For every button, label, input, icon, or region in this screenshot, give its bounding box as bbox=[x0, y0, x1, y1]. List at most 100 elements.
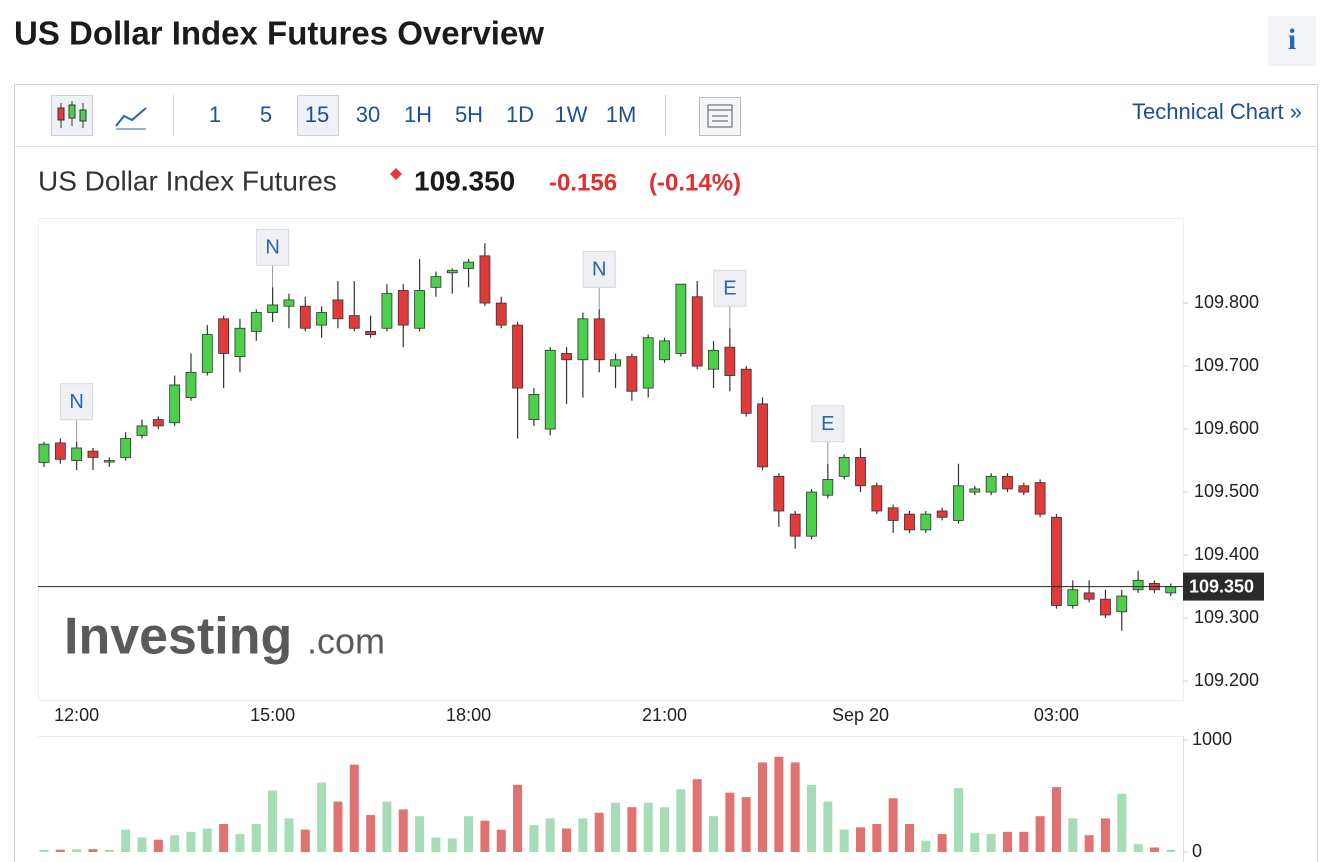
volume-bar bbox=[562, 828, 572, 852]
volume-bar bbox=[72, 849, 82, 852]
volume-bar bbox=[88, 849, 98, 852]
candle-body bbox=[495, 302, 507, 326]
line-icon[interactable] bbox=[115, 107, 147, 127]
candle-body bbox=[577, 318, 589, 361]
candle-body bbox=[626, 356, 638, 392]
volume-bar bbox=[953, 788, 963, 852]
info-icon[interactable]: i bbox=[1288, 23, 1296, 56]
volume-bar bbox=[55, 849, 65, 852]
volume-bar bbox=[611, 802, 621, 852]
instrument-name: US Dollar Index Futures bbox=[38, 165, 337, 196]
annotation-box bbox=[811, 405, 845, 443]
candle-body bbox=[512, 324, 523, 389]
volume-bar bbox=[186, 831, 196, 852]
interval-button[interactable]: 1D bbox=[506, 102, 534, 127]
candle-body bbox=[283, 299, 295, 307]
volume-bar bbox=[202, 828, 212, 852]
candle-body bbox=[299, 305, 311, 329]
y-tick-label: 109.300 bbox=[1194, 607, 1259, 627]
technical-chart-link[interactable]: Technical Chart » bbox=[1132, 99, 1302, 124]
volume-bar bbox=[137, 837, 147, 852]
volume-bar bbox=[1117, 793, 1127, 852]
volume-bar bbox=[823, 801, 833, 852]
candle-body bbox=[1067, 589, 1079, 606]
x-tick-label: 03:00 bbox=[1034, 705, 1079, 725]
volume-bar bbox=[219, 824, 229, 852]
candle-body bbox=[1051, 516, 1062, 606]
candle-body bbox=[71, 447, 83, 461]
volume-bar bbox=[398, 809, 408, 852]
interval-button[interactable]: 5H bbox=[455, 102, 483, 127]
candle-body bbox=[969, 488, 981, 493]
volume-bar bbox=[1002, 831, 1012, 852]
volume-bar bbox=[1166, 849, 1176, 852]
volume-bar bbox=[300, 829, 310, 852]
volume-bar bbox=[464, 816, 474, 852]
volume-bar bbox=[153, 839, 163, 852]
logo-main: Investing bbox=[64, 608, 292, 666]
interval-button[interactable]: 1 bbox=[209, 102, 221, 127]
candle-body bbox=[920, 513, 932, 531]
interval-button[interactable]: 30 bbox=[356, 102, 380, 127]
volume-bar bbox=[741, 797, 751, 852]
annotation-label: N bbox=[265, 237, 279, 259]
volume-bar bbox=[774, 756, 784, 852]
volume-bar bbox=[725, 792, 735, 852]
info-button[interactable] bbox=[1268, 16, 1316, 66]
candle-body bbox=[152, 419, 164, 427]
candle-body bbox=[267, 304, 279, 313]
volume-bar bbox=[545, 818, 555, 852]
logo-suffix: .com bbox=[307, 621, 385, 662]
annotation-label: N bbox=[69, 391, 83, 413]
volume-bar bbox=[594, 812, 604, 852]
volume-bar bbox=[660, 807, 670, 852]
candle-body bbox=[953, 485, 964, 521]
candle-body bbox=[561, 353, 572, 361]
price-change: -0.156 bbox=[549, 169, 617, 196]
interval-button[interactable]: 5 bbox=[260, 102, 272, 127]
candle-body bbox=[1083, 592, 1095, 600]
volume-bar bbox=[39, 849, 49, 852]
interval-button[interactable]: 15 bbox=[305, 102, 329, 127]
candle-body bbox=[365, 331, 377, 335]
page-title: US Dollar Index Futures Overview bbox=[14, 15, 544, 52]
volume-bar bbox=[415, 816, 425, 852]
down-diamond bbox=[390, 168, 402, 180]
volume-bar bbox=[170, 835, 180, 852]
candle-body bbox=[1100, 598, 1111, 616]
candle-body bbox=[463, 261, 474, 269]
volume-bar bbox=[807, 784, 817, 852]
interval-button[interactable]: 1H bbox=[404, 102, 432, 127]
y-tick-label: 109.500 bbox=[1194, 481, 1259, 501]
volume-bar bbox=[1051, 787, 1061, 852]
candle-body bbox=[87, 450, 99, 458]
volume-bar bbox=[121, 829, 131, 852]
volume-tick-label: 0 bbox=[1192, 841, 1202, 861]
candle-body bbox=[1132, 579, 1144, 591]
candle-body bbox=[1018, 485, 1030, 493]
volume-bar bbox=[1100, 818, 1110, 852]
candle-body bbox=[1165, 586, 1177, 594]
candle-body bbox=[1116, 595, 1128, 613]
volume-bar bbox=[1149, 847, 1159, 852]
y-tick-label: 109.200 bbox=[1194, 670, 1259, 690]
candle-body bbox=[985, 475, 997, 493]
volume-bar bbox=[970, 832, 980, 852]
volume-bar bbox=[1084, 835, 1094, 852]
annotation-label: N bbox=[592, 259, 606, 281]
volume-tick-label: 1000 bbox=[1192, 729, 1232, 749]
interval-button[interactable]: 1M bbox=[606, 102, 637, 127]
candle-body bbox=[381, 293, 393, 329]
volume-bar bbox=[888, 798, 898, 852]
candle-body bbox=[169, 384, 181, 424]
candle-body bbox=[789, 513, 801, 537]
candle-body bbox=[201, 334, 213, 373]
interval-button[interactable]: 1W bbox=[555, 102, 588, 127]
volume-bar bbox=[317, 782, 327, 852]
volume-bar bbox=[676, 789, 686, 852]
candle-body bbox=[1034, 482, 1046, 515]
candle-body bbox=[218, 318, 230, 354]
volume-bar bbox=[872, 824, 882, 852]
volume-bar bbox=[529, 825, 539, 852]
